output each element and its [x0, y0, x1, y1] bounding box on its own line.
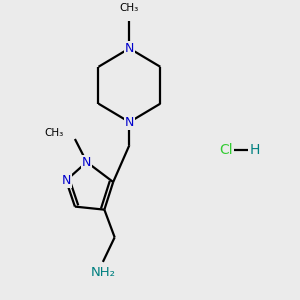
Text: CH₃: CH₃	[120, 3, 139, 14]
Text: H: H	[249, 143, 260, 157]
Text: Cl: Cl	[220, 143, 233, 157]
Text: CH₃: CH₃	[44, 128, 63, 138]
Text: N: N	[125, 42, 134, 55]
Text: N: N	[61, 174, 71, 187]
Text: N: N	[125, 116, 134, 129]
Text: N: N	[82, 155, 92, 169]
Text: NH₂: NH₂	[90, 266, 116, 279]
